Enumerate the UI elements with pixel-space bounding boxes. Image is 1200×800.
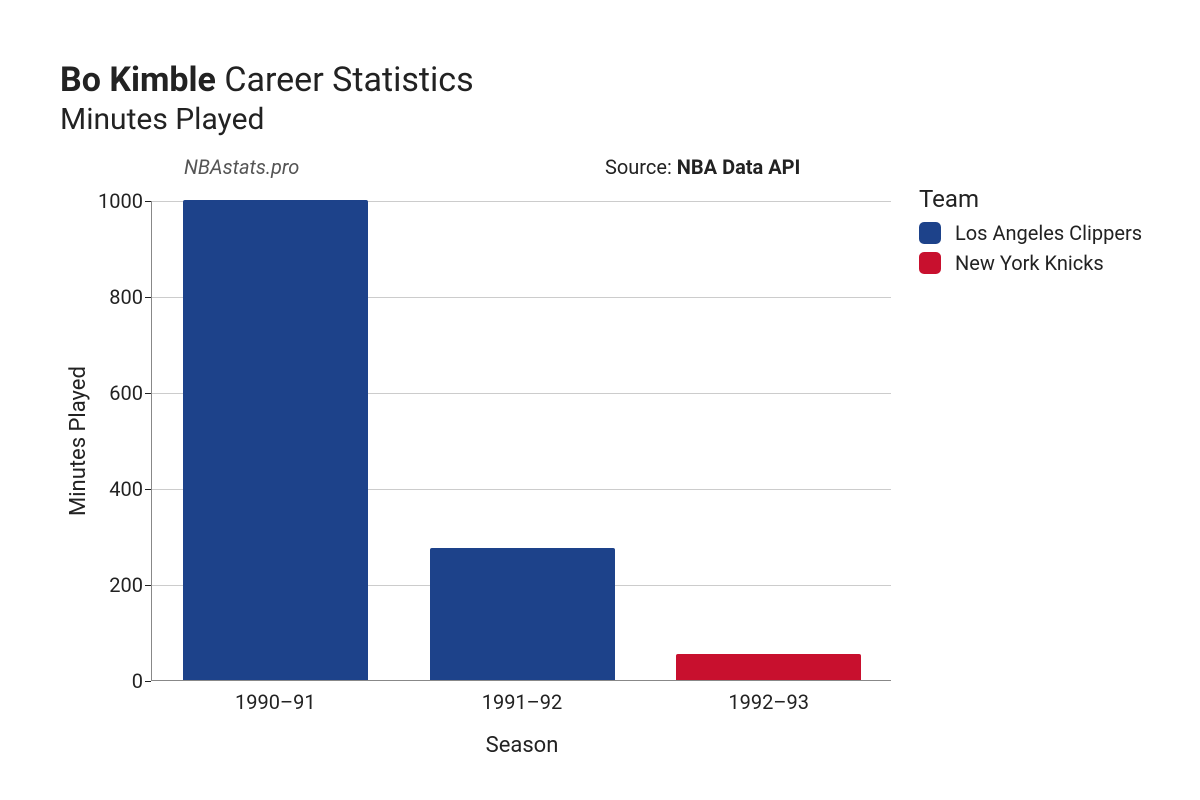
legend-swatch	[919, 252, 941, 274]
chart-container: Bo Kimble Career Statistics Minutes Play…	[0, 0, 1200, 800]
chart-title: Bo Kimble Career Statistics	[60, 60, 1160, 100]
source-bold: NBA Data API	[677, 155, 801, 179]
bar	[676, 654, 861, 680]
y-tick-label: 0	[132, 669, 143, 693]
annotation-row: NBAstats.pro Source: NBA Data API	[60, 155, 1160, 191]
y-axis-label: Minutes Played	[60, 201, 91, 681]
x-tick-label: 1991–92	[482, 690, 563, 714]
y-tick-label: 400	[109, 477, 143, 501]
title-rest: Career Statistics	[216, 60, 474, 100]
watermark-text: NBAstats.pro	[184, 155, 299, 179]
y-tick-label: 1000	[98, 189, 143, 213]
chart-subtitle: Minutes Played	[60, 102, 1160, 137]
x-tick-label: 1990–91	[235, 690, 316, 714]
bar	[183, 200, 368, 680]
legend-label: New York Knicks	[955, 251, 1104, 275]
plot-area: 1990–911991–921992–93	[151, 201, 891, 681]
y-axis-ticks: 02004006008001000	[91, 201, 151, 681]
legend-label: Los Angeles Clippers	[955, 221, 1142, 245]
legend-item: Los Angeles Clippers	[919, 221, 1142, 245]
y-tick-label: 200	[109, 573, 143, 597]
legend-swatch	[919, 222, 941, 244]
legend: Team Los Angeles ClippersNew York Knicks	[919, 185, 1142, 281]
title-block: Bo Kimble Career Statistics Minutes Play…	[60, 60, 1160, 137]
y-tick-label: 800	[109, 285, 143, 309]
bar	[430, 548, 615, 680]
chart-row: Minutes Played 02004006008001000 1990–91…	[60, 191, 1160, 681]
x-axis-label: Season	[152, 733, 892, 758]
y-tick-mark	[145, 681, 151, 682]
title-bold: Bo Kimble	[60, 60, 216, 100]
x-tick-label: 1992–93	[728, 690, 809, 714]
legend-item: New York Knicks	[919, 251, 1142, 275]
source-prefix: Source:	[605, 155, 677, 179]
source-text: Source: NBA Data API	[605, 155, 800, 179]
y-tick-label: 600	[109, 381, 143, 405]
legend-items: Los Angeles Clippers New York Knicks	[919, 221, 1142, 275]
